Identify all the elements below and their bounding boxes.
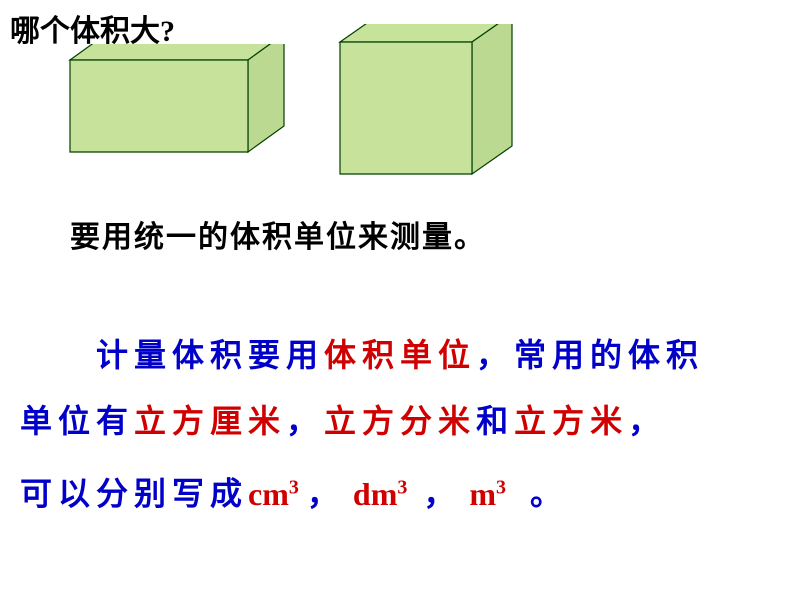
indent <box>20 337 96 373</box>
comma2: ， <box>407 476 455 512</box>
p2b: 立方厘米 <box>134 403 286 439</box>
cube-shape <box>320 24 560 224</box>
unit-dm3: dm3 <box>353 476 407 512</box>
p2g: ， <box>628 403 666 439</box>
p2f: 立方米 <box>514 403 628 439</box>
p2d: 立方分米 <box>324 403 476 439</box>
main-paragraph: 计量体积要用体积单位，常用的体积 单位有立方厘米，立方分米和立方米， 可以分别写… <box>20 322 780 527</box>
cuboid-shape <box>50 44 310 214</box>
p1a: 计量体积要用 <box>96 337 324 373</box>
unit-cm3: cm3 <box>248 476 299 512</box>
p2a: 单位有 <box>20 403 134 439</box>
comma1: ， <box>299 476 339 512</box>
p1c: ，常用的体积 <box>476 337 704 373</box>
measure-line: 要用统一的体积单位来测量。 <box>70 212 486 256</box>
p3a: 可以分别写成 <box>20 476 248 512</box>
slide-canvas: 哪个体积大? 要用统一的体积单位来测量。 计量体积要用体积单位，常用的体积 单位… <box>0 0 794 596</box>
unit-m3: m3 <box>469 476 506 512</box>
period: 。 <box>506 476 562 512</box>
p1b: 体积单位 <box>324 337 476 373</box>
p2e: 和 <box>476 403 514 439</box>
p2c: ， <box>286 403 324 439</box>
